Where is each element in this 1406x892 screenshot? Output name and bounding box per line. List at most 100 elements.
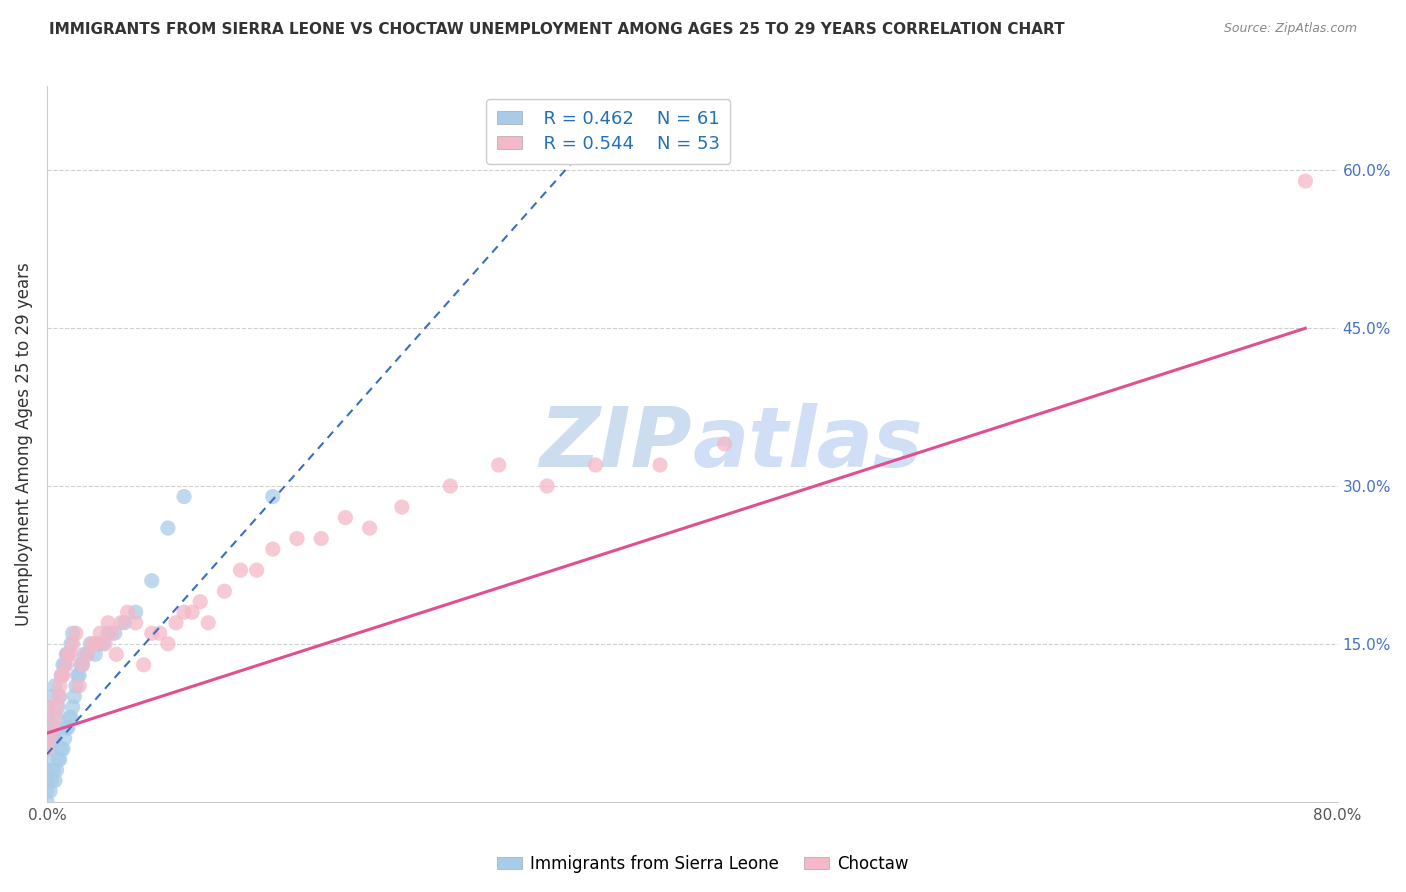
- Point: [181, 605, 204, 619]
- Point: [69, 657, 91, 672]
- Point: [53, 731, 76, 746]
- Point: [49, 679, 72, 693]
- Point: [165, 615, 187, 630]
- Point: [55, 721, 77, 735]
- Point: [80, 637, 103, 651]
- Point: [73, 648, 96, 662]
- Point: [188, 595, 211, 609]
- Point: [45, 763, 67, 777]
- Point: [51, 668, 73, 682]
- Point: [141, 626, 163, 640]
- Point: [262, 542, 284, 557]
- Point: [62, 637, 84, 651]
- Point: [156, 637, 179, 651]
- Point: [488, 458, 510, 472]
- Point: [44, 773, 66, 788]
- Point: [49, 690, 72, 704]
- Point: [100, 626, 122, 640]
- Point: [72, 657, 94, 672]
- Point: [97, 626, 120, 640]
- Point: [45, 710, 67, 724]
- Point: [53, 657, 76, 672]
- Point: [44, 731, 66, 746]
- Point: [41, 773, 63, 788]
- Point: [45, 699, 67, 714]
- Text: atlas: atlas: [692, 403, 922, 484]
- Point: [585, 458, 607, 472]
- Point: [72, 657, 94, 672]
- Point: [35, 763, 58, 777]
- Point: [173, 605, 195, 619]
- Point: [56, 648, 79, 662]
- Point: [141, 574, 163, 588]
- Point: [56, 721, 79, 735]
- Legend:   R = 0.462    N = 61,   R = 0.544    N = 53: R = 0.462 N = 61, R = 0.544 N = 53: [486, 99, 730, 164]
- Text: IMMIGRANTS FROM SIERRA LEONE VS CHOCTAW UNEMPLOYMENT AMONG AGES 25 TO 29 YEARS C: IMMIGRANTS FROM SIERRA LEONE VS CHOCTAW …: [49, 22, 1064, 37]
- Point: [112, 615, 135, 630]
- Point: [51, 668, 73, 682]
- Point: [46, 690, 69, 704]
- Point: [229, 563, 252, 577]
- Point: [46, 752, 69, 766]
- Point: [35, 795, 58, 809]
- Point: [35, 784, 58, 798]
- Y-axis label: Unemployment Among Ages 25 to 29 years: Unemployment Among Ages 25 to 29 years: [15, 262, 32, 626]
- Point: [55, 648, 77, 662]
- Point: [35, 721, 58, 735]
- Point: [93, 637, 115, 651]
- Point: [60, 637, 83, 651]
- Point: [35, 699, 58, 714]
- Point: [262, 490, 284, 504]
- Point: [197, 615, 219, 630]
- Point: [132, 657, 155, 672]
- Point: [35, 731, 58, 746]
- Point: [39, 784, 62, 798]
- Point: [66, 668, 89, 682]
- Point: [52, 657, 75, 672]
- Point: [49, 752, 72, 766]
- Point: [536, 479, 558, 493]
- Point: [173, 490, 195, 504]
- Point: [35, 773, 58, 788]
- Point: [44, 710, 66, 724]
- Point: [35, 742, 58, 756]
- Point: [359, 521, 381, 535]
- Point: [58, 710, 80, 724]
- Point: [79, 637, 101, 651]
- Point: [104, 626, 127, 640]
- Point: [713, 437, 735, 451]
- Point: [65, 679, 87, 693]
- Point: [62, 699, 84, 714]
- Point: [309, 532, 332, 546]
- Point: [44, 679, 66, 693]
- Point: [51, 742, 73, 756]
- Point: [84, 637, 107, 651]
- Point: [76, 648, 98, 662]
- Point: [62, 626, 84, 640]
- Point: [648, 458, 671, 472]
- Point: [124, 615, 146, 630]
- Point: [214, 584, 236, 599]
- Point: [35, 699, 58, 714]
- Point: [246, 563, 269, 577]
- Point: [42, 763, 65, 777]
- Point: [67, 668, 90, 682]
- Point: [65, 626, 87, 640]
- Point: [42, 721, 65, 735]
- Point: [55, 657, 77, 672]
- Point: [60, 648, 83, 662]
- Point: [156, 521, 179, 535]
- Point: [285, 532, 308, 546]
- Point: [56, 648, 79, 662]
- Point: [42, 721, 65, 735]
- Text: Source: ZipAtlas.com: Source: ZipAtlas.com: [1223, 22, 1357, 36]
- Point: [335, 510, 357, 524]
- Point: [41, 731, 63, 746]
- Point: [46, 699, 69, 714]
- Point: [124, 605, 146, 619]
- Legend: Immigrants from Sierra Leone, Choctaw: Immigrants from Sierra Leone, Choctaw: [491, 848, 915, 880]
- Point: [60, 710, 83, 724]
- Point: [87, 637, 110, 651]
- Text: ZIP: ZIP: [540, 403, 692, 484]
- Point: [35, 742, 58, 756]
